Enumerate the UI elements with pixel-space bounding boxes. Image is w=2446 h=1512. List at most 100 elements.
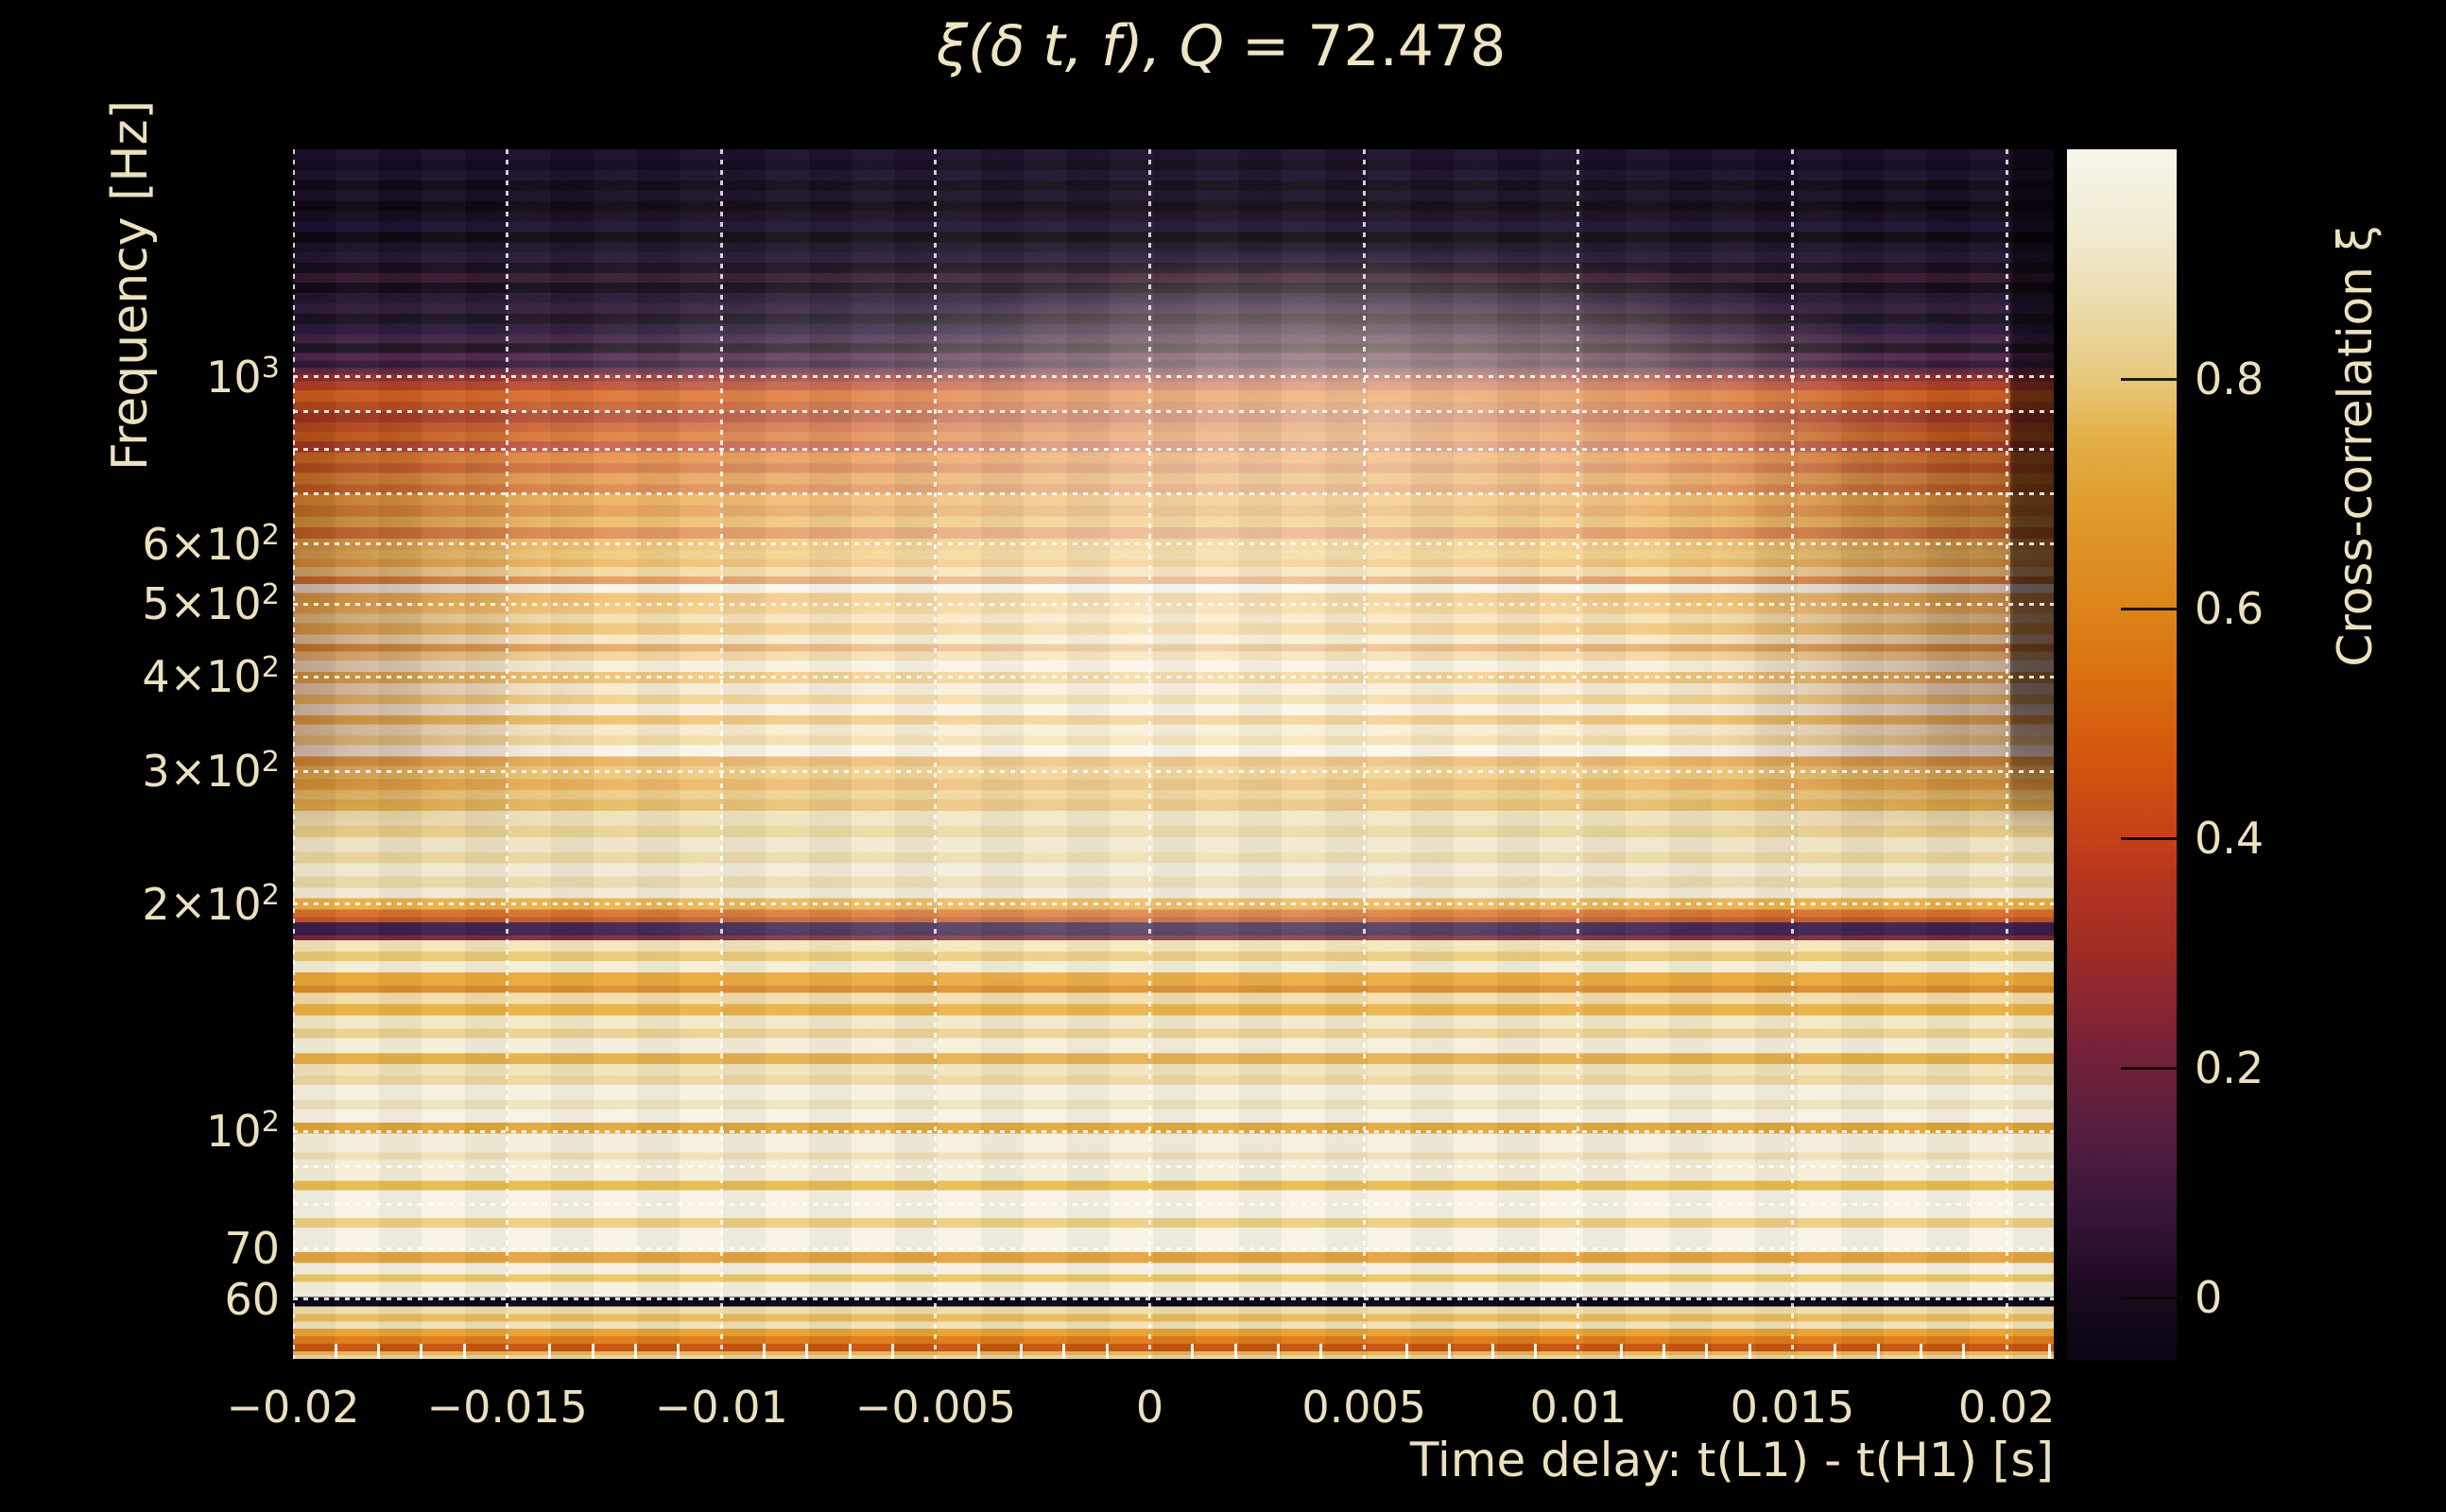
x-axis-label: Time delay: t(L1) - t(H1) [s] (1409, 1433, 2054, 1487)
gridline-horizontal (293, 448, 2054, 452)
y-axis-label: Frequency [Hz] (102, 99, 159, 472)
y-axis-tick-label: 4×102 (142, 651, 280, 702)
x-axis-tick-label: −0.01 (654, 1382, 788, 1433)
gridline-horizontal (293, 1164, 2054, 1168)
gridline-horizontal (293, 902, 2054, 906)
x-minor-tick (1020, 1344, 1024, 1359)
x-minor-tick (763, 1344, 767, 1359)
x-minor-tick (634, 1344, 638, 1359)
gridline-horizontal (293, 409, 2054, 413)
x-axis-tick-label: 0.02 (1957, 1382, 2056, 1433)
x-minor-tick (1534, 1344, 1538, 1359)
gridline-vertical (1148, 149, 1152, 1359)
gridline-vertical (2005, 149, 2008, 1359)
colorbar-tick (2121, 377, 2183, 381)
y-axis-tick-label: 70 (224, 1223, 280, 1274)
y-tick-exponent: 3 (261, 351, 280, 385)
x-axis-tick-label: 0 (1135, 1382, 1164, 1433)
x-axis-tick-label: −0.005 (854, 1382, 1017, 1433)
x-minor-tick (420, 1344, 423, 1359)
gridline-vertical (1576, 149, 1580, 1359)
chart-title-math: ξ(δ t, f), Q (936, 13, 1224, 79)
y-tick-base: 70 (224, 1223, 280, 1275)
gridline-horizontal (293, 602, 2054, 606)
colorbar-tick (2121, 607, 2183, 610)
x-minor-tick (2047, 1344, 2051, 1359)
gridline-horizontal (293, 375, 2054, 378)
x-minor-tick (1405, 1344, 1409, 1359)
x-minor-tick (805, 1344, 809, 1359)
y-axis-tick-label: 102 (206, 1106, 280, 1157)
y-tick-exponent: 2 (261, 651, 280, 685)
y-tick-exponent: 2 (261, 1106, 280, 1140)
x-minor-tick (1277, 1344, 1281, 1359)
y-tick-base: 4×10 (142, 651, 262, 703)
gridline-horizontal (293, 1246, 2054, 1250)
x-axis-tick-label: 0.015 (1730, 1382, 1855, 1433)
gridline-horizontal (293, 769, 2054, 773)
x-minor-tick (1105, 1344, 1109, 1359)
y-tick-base: 5×10 (142, 578, 262, 630)
colorbar-tick-label: 0.8 (2195, 353, 2265, 405)
x-minor-tick (976, 1344, 980, 1359)
y-tick-base: 3×10 (142, 746, 262, 798)
x-minor-tick (1834, 1344, 1837, 1359)
colorbar-tick (2121, 1066, 2183, 1070)
colorbar-tick-label: 0.6 (2195, 583, 2265, 635)
y-axis-tick-label: 60 (224, 1274, 280, 1325)
gridline-vertical (293, 149, 295, 1359)
time-bin-columns (293, 149, 2054, 1359)
gridline-horizontal (293, 1297, 2054, 1301)
x-minor-tick (548, 1344, 552, 1359)
x-minor-tick (891, 1344, 895, 1359)
x-axis-tick-label: −0.02 (226, 1382, 360, 1433)
x-minor-tick (1619, 1344, 1623, 1359)
y-tick-base: 10 (206, 1106, 262, 1158)
chart-title: ξ(δ t, f), Q = 72.478 (937, 13, 1507, 79)
gridline-vertical (1790, 149, 1794, 1359)
x-minor-tick (1876, 1344, 1880, 1359)
y-tick-base: 60 (224, 1273, 280, 1325)
x-minor-tick (848, 1344, 852, 1359)
y-tick-exponent: 2 (261, 746, 280, 780)
y-axis-tick-label: 6×102 (142, 519, 280, 570)
edge-shading (293, 354, 2054, 839)
x-minor-tick (1233, 1344, 1237, 1359)
x-axis-tick-label: 0.005 (1301, 1382, 1427, 1433)
y-axis-tick-label: 3×102 (142, 746, 280, 797)
gridline-vertical (506, 149, 509, 1359)
y-tick-base: 2×10 (142, 879, 262, 931)
minor-tick-layer (293, 149, 2054, 1359)
colorbar-tick (2121, 1296, 2183, 1299)
gridline-horizontal (293, 542, 2054, 546)
gridline-vertical (1362, 149, 1366, 1359)
colorbar-tick-label: 0.2 (2195, 1042, 2265, 1094)
x-minor-tick (1490, 1344, 1494, 1359)
x-minor-tick (462, 1344, 466, 1359)
y-tick-exponent: 2 (261, 518, 280, 552)
y-tick-base: 6×10 (142, 518, 262, 570)
gridline-vertical (719, 149, 723, 1359)
colorbar-tick (2121, 836, 2183, 840)
chart-title-plain: = 72.478 (1223, 13, 1507, 79)
x-minor-tick (1319, 1344, 1323, 1359)
x-minor-tick (591, 1344, 594, 1359)
x-minor-tick (1448, 1344, 1452, 1359)
x-minor-tick (677, 1344, 680, 1359)
x-minor-tick (1705, 1344, 1709, 1359)
colorbar-label: Cross-correlation ξ (2328, 225, 2383, 667)
colorbar-tick-label: 0 (2195, 1272, 2223, 1324)
gridline-horizontal (293, 491, 2054, 495)
gridline-horizontal (293, 1203, 2054, 1207)
x-minor-tick (334, 1344, 337, 1359)
gridline-horizontal (293, 675, 2054, 679)
plot-area (293, 149, 2054, 1359)
x-minor-tick (1962, 1344, 1966, 1359)
y-axis-tick-label: 103 (206, 351, 280, 402)
y-axis-tick-label: 5×102 (142, 578, 280, 629)
x-minor-tick (1191, 1344, 1195, 1359)
gridline-horizontal (293, 1129, 2054, 1133)
colorbar-tick-label: 0.4 (2195, 813, 2265, 865)
y-tick-exponent: 2 (261, 577, 280, 611)
x-minor-tick (1919, 1344, 1922, 1359)
